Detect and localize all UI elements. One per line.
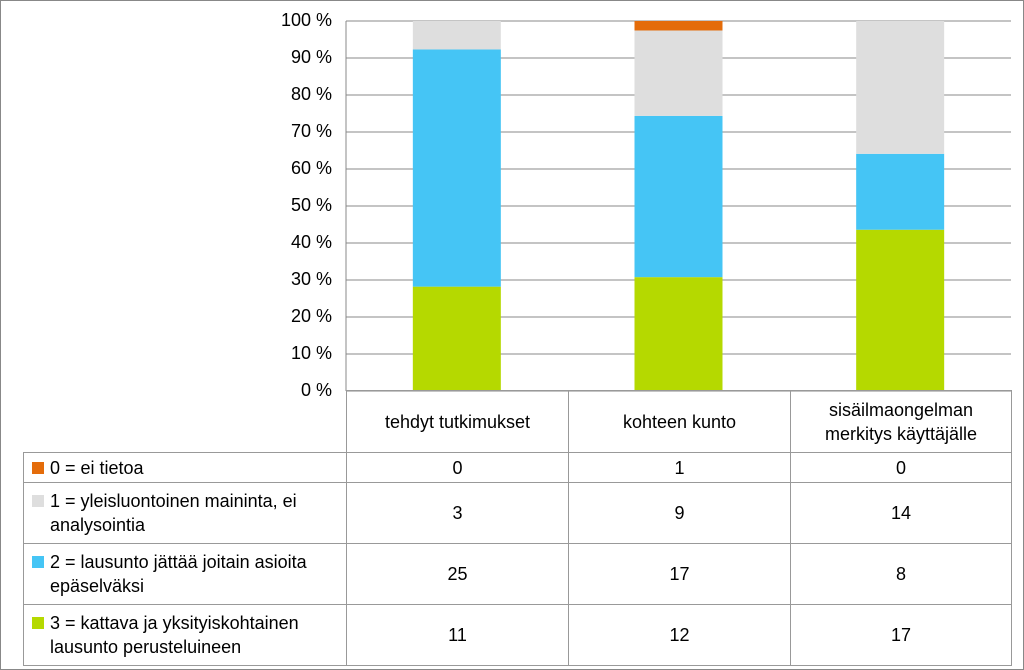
- header-row: tehdyt tutkimukset kohteen kunto sisäilmao…: [23, 390, 1012, 453]
- legend-label: 3 = kattava ja yksityiskohtainen lausunt…: [50, 613, 299, 657]
- data-row: 3 = kattava ja yksityiskohtainen lausunt…: [23, 604, 1012, 666]
- bar-segment: [412, 49, 501, 287]
- value-cell: 0: [790, 452, 1012, 483]
- y-tick-label: 90 %: [291, 47, 332, 67]
- legend-label: 2 = lausunto jättää joitain asioita epäs…: [50, 552, 307, 596]
- bar-segment: [634, 21, 723, 31]
- data-row: 1 = yleisluontoinen maininta, ei analyso…: [23, 482, 1012, 544]
- y-tick-label: 50 %: [291, 195, 332, 215]
- corner-cell: [23, 390, 347, 453]
- value-cell: 12: [568, 604, 791, 666]
- category-label: sisäilmaongelman merkitys käyttäjälle: [790, 390, 1012, 453]
- legend-entry: 1 = yleisluontoinen maininta, ei analyso…: [32, 489, 340, 537]
- y-tick-label: 10 %: [291, 343, 332, 363]
- legend-entry: 3 = kattava ja yksityiskohtainen lausunt…: [32, 611, 340, 659]
- value-cell: 17: [790, 604, 1012, 666]
- legend-swatch: [32, 495, 44, 507]
- legend-label: 0 = ei tietoa: [50, 457, 144, 478]
- legend-cell: 2 = lausunto jättää joitain asioita epäs…: [23, 543, 347, 605]
- bar-segment: [412, 21, 501, 50]
- y-tick-label: 60 %: [291, 158, 332, 178]
- legend-swatch: [32, 556, 44, 568]
- plot: 0 %10 %20 %30 %40 %50 %60 %70 %80 %90 %1…: [281, 10, 1011, 396]
- value-cell: 9: [568, 482, 791, 544]
- value-cell: 14: [790, 482, 1012, 544]
- value-cell: 8: [790, 543, 1012, 605]
- bar-segment: [412, 286, 501, 391]
- bar-segment: [856, 229, 945, 391]
- legend-label: 1 = yleisluontoinen maininta, ei analyso…: [50, 491, 297, 535]
- bar-segment: [634, 115, 723, 278]
- y-tick-label: 30 %: [291, 269, 332, 289]
- data-row: 2 = lausunto jättää joitain asioita epäs…: [23, 543, 1012, 605]
- legend-cell: 0 = ei tietoa: [23, 452, 347, 483]
- value-cell: 3: [346, 482, 569, 544]
- bar-segment: [856, 21, 945, 154]
- value-cell: 0: [346, 452, 569, 483]
- y-tick-label: 20 %: [291, 306, 332, 326]
- legend-swatch: [32, 617, 44, 629]
- data-row: 0 = ei tietoa 0 1 0: [23, 452, 1012, 483]
- legend-entry: 2 = lausunto jättää joitain asioita epäs…: [32, 550, 340, 598]
- bar-segment: [856, 153, 945, 230]
- value-cell: 1: [568, 452, 791, 483]
- y-tick-label: 100 %: [281, 10, 332, 30]
- category-label: tehdyt tutkimukset: [346, 390, 569, 453]
- bar-segment: [634, 277, 723, 391]
- value-cell: 25: [346, 543, 569, 605]
- value-cell: 17: [568, 543, 791, 605]
- y-tick-label: 70 %: [291, 121, 332, 141]
- legend-cell: 1 = yleisluontoinen maininta, ei analyso…: [23, 482, 347, 544]
- value-cell: 11: [346, 604, 569, 666]
- category-label: kohteen kunto: [568, 390, 791, 453]
- legend-entry: 0 = ei tietoa: [32, 456, 340, 480]
- legend-swatch: [32, 461, 44, 474]
- y-tick-label: 80 %: [291, 84, 332, 104]
- legend-cell: 3 = kattava ja yksityiskohtainen lausunt…: [23, 604, 347, 666]
- bar-segment: [634, 30, 723, 116]
- data-table: tehdyt tutkimukset kohteen kunto sisäilmao…: [23, 390, 1012, 666]
- y-tick-label: 40 %: [291, 232, 332, 252]
